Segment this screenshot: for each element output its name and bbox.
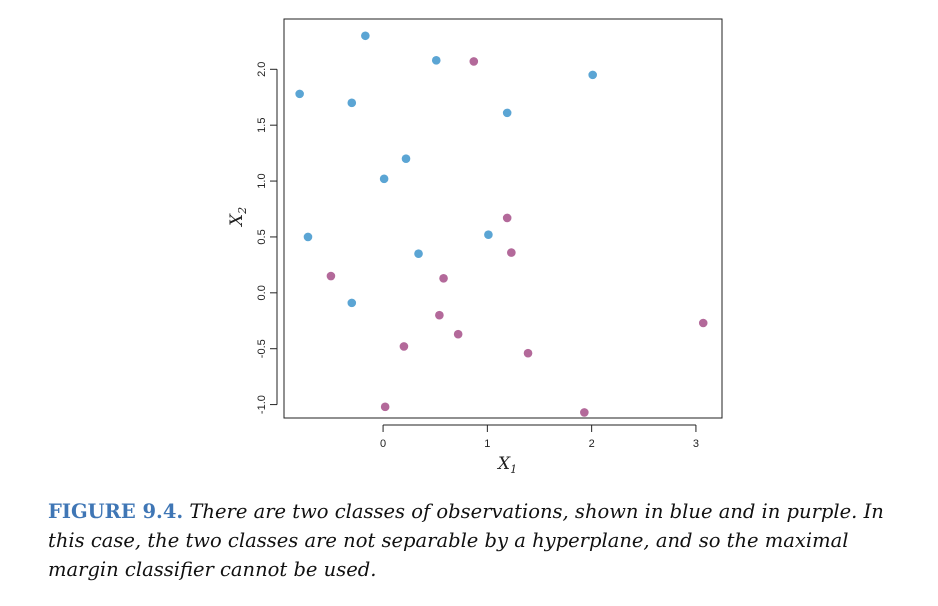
purple-point [507,248,516,257]
blue-point [295,89,304,99]
y-tick-label: -0.5 [256,339,268,358]
blue-point [361,31,370,41]
purple-point [580,408,589,417]
blue-point [303,232,313,242]
blue-point [401,154,411,164]
y-tick-label: 2.0 [256,62,268,77]
y-tick-label: -1.0 [256,395,268,414]
x-tick-label: 0 [380,438,386,450]
blue-point [379,174,389,184]
purple-point [399,342,409,351]
purple-point [698,318,708,328]
y-tick-label: 0.0 [256,285,268,300]
y-tick-label: 1.0 [256,173,268,188]
purple-point [469,57,479,66]
y-axis: -1.0 -0.5 0.0 0.5 1.0 1.5 2.0 [256,62,278,414]
blue-point [502,108,512,118]
x-axis: 0 1 2 3 [380,424,699,450]
caption-label: FIGURE 9.4. [48,500,184,523]
purple-point [523,348,533,358]
caption-text: There are two classes of observations, s… [48,500,884,581]
x-axis-label: X1 [496,454,517,476]
blue-point [414,249,423,259]
purple-point [435,310,444,320]
purple-point [380,402,390,412]
x-tick-label: 3 [693,438,699,450]
purple-point [326,271,336,281]
data-points [295,31,708,417]
y-tick-label: 0.5 [256,229,268,244]
blue-point [347,298,357,308]
x-tick-label: 1 [484,438,490,450]
blue-point [484,230,493,240]
scatter-plot: 0 1 2 3 -1.0 -0.5 0.0 0.5 1.0 1.5 2.0 X1 X2 [227,18,723,476]
purple-point [439,273,448,283]
purple-point [453,329,463,339]
blue-point [347,98,357,108]
y-axis-label: X2 [227,207,249,228]
y-tick-label: 1.5 [256,118,268,133]
x-tick-label: 2 [589,438,595,450]
figure-caption: FIGURE 9.4. There are two classes of obs… [48,497,910,584]
plot-frame [283,18,723,419]
blue-point [431,56,441,65]
purple-point [502,213,512,223]
blue-point [588,70,597,80]
